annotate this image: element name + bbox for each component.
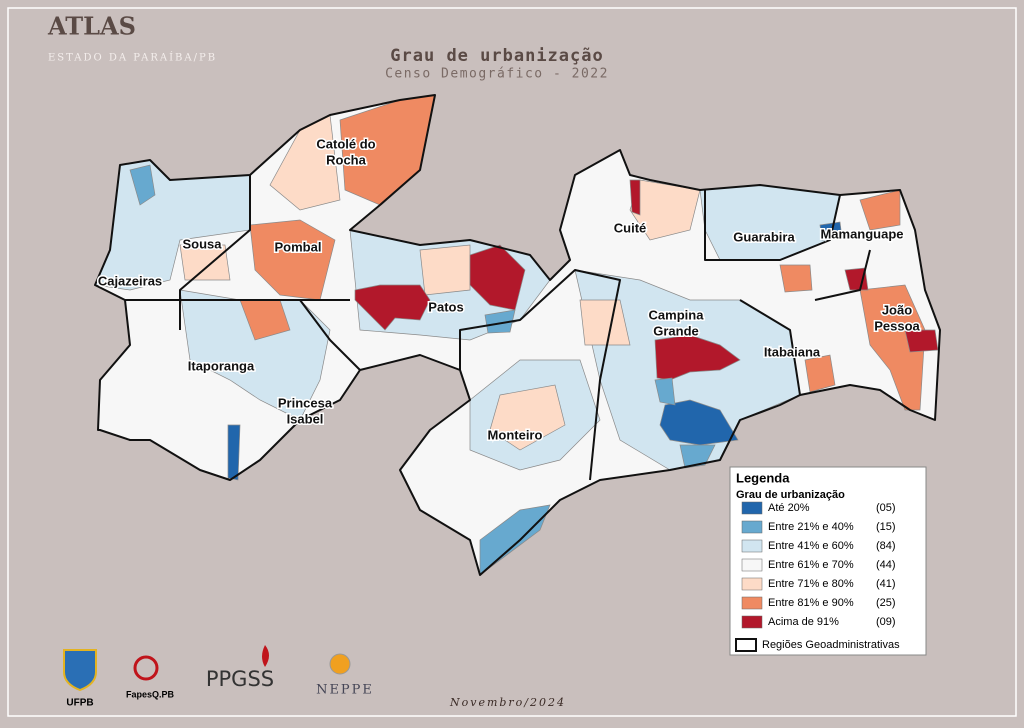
region-label: Itabaiana xyxy=(764,344,821,359)
legend-swatch xyxy=(735,638,757,652)
legend-subtitle: Grau de urbanização xyxy=(736,489,845,501)
neppe-mark xyxy=(329,653,351,675)
logo-text: UFPB xyxy=(66,698,93,709)
legend-count: (25) xyxy=(876,597,896,609)
legend-label: Entre 41% e 60% xyxy=(768,540,854,552)
zone xyxy=(479,504,551,576)
region-label: Pombal xyxy=(275,239,322,254)
footer-date: Novembro/2024 xyxy=(449,696,566,709)
region-label: Campina xyxy=(649,307,705,322)
legend-swatch xyxy=(741,596,763,610)
ufpb-emblem xyxy=(63,649,97,692)
zone xyxy=(629,179,641,216)
region-label: Sousa xyxy=(182,236,222,251)
logo-text: FapesQ.PB xyxy=(126,689,175,699)
zone xyxy=(489,384,566,451)
zone xyxy=(859,189,901,231)
legend-label: Entre 81% e 90% xyxy=(768,597,854,609)
legend-swatch xyxy=(741,520,763,534)
legend-label: Entre 71% e 80% xyxy=(768,578,854,590)
subtitle: Censo Demográfico - 2022 xyxy=(385,67,609,82)
legend-swatch xyxy=(741,539,763,553)
region-label: Mamanguape xyxy=(820,226,903,241)
region-label: Isabel xyxy=(287,411,324,426)
legend-swatch xyxy=(741,615,763,629)
legend-count: (41) xyxy=(876,578,896,590)
ppgss-flame xyxy=(262,645,269,667)
logo-text: NEPPE xyxy=(316,683,374,698)
zone xyxy=(659,399,739,446)
legend-swatch xyxy=(741,501,763,515)
region-boundary xyxy=(814,249,871,301)
region-label: Patos xyxy=(428,299,463,314)
legend-label: Acima de 91% xyxy=(768,616,839,628)
legend-count: (15) xyxy=(876,521,896,533)
state: ESTADO DA PARAÍBA/PB xyxy=(48,52,217,64)
region-boundary xyxy=(704,190,841,261)
zone xyxy=(579,299,631,346)
logo-text: PPGSS xyxy=(206,667,274,691)
legend-title: Legenda xyxy=(736,470,790,485)
zone xyxy=(354,284,431,331)
zone xyxy=(227,424,241,481)
zone xyxy=(779,264,813,293)
title: Grau de urbanização xyxy=(390,46,603,66)
zone xyxy=(179,244,231,281)
region-label: Cuité xyxy=(614,220,647,235)
state-outline xyxy=(94,94,941,576)
region-label: Grande xyxy=(653,323,699,338)
legend-label: Entre 61% e 70% xyxy=(768,559,854,571)
zone xyxy=(129,164,156,206)
region-boundary xyxy=(179,175,251,330)
legend-label: Até 20% xyxy=(768,502,810,514)
legend: Legenda Grau de urbanização Regiões Geoa… xyxy=(729,466,927,656)
region-label: Pessoa xyxy=(874,318,920,333)
region-label: Rocha xyxy=(326,152,367,167)
logos: UFPB FapesQ.PB PPGSS NEPPE xyxy=(63,645,374,709)
legend-label: Regiões Geoadministrativas xyxy=(762,639,900,651)
zone xyxy=(654,377,676,406)
region-label: Guarabira xyxy=(733,229,795,244)
legend-box xyxy=(729,466,927,656)
legend-count: (09) xyxy=(876,616,896,628)
zone xyxy=(419,244,471,296)
fapesq-mark xyxy=(133,655,159,681)
zone xyxy=(654,334,741,381)
region-label: Cajazeiras xyxy=(98,273,162,288)
region-labels: Catolé do Rocha Sousa Pombal Cajazeiras … xyxy=(96,135,922,444)
legend-swatch xyxy=(741,577,763,591)
legend-swatch xyxy=(741,558,763,572)
region-boundary xyxy=(299,299,361,371)
region-label: Princesa xyxy=(278,395,333,410)
brand: ATLAS xyxy=(47,12,136,41)
legend-label: Entre 21% e 40% xyxy=(768,521,854,533)
region-label: Catolé do xyxy=(316,136,375,151)
legend-count: (84) xyxy=(876,540,896,552)
legend-count: (05) xyxy=(876,502,896,514)
state-map xyxy=(94,94,941,576)
zone xyxy=(484,309,516,334)
zone xyxy=(804,354,836,393)
frame xyxy=(7,7,1017,717)
legend-count: (44) xyxy=(876,559,896,571)
region-label: Monteiro xyxy=(488,427,543,442)
region-label: João xyxy=(882,302,912,317)
region-boundary xyxy=(739,299,801,396)
region-label: Itaporanga xyxy=(188,358,255,373)
region-boundary xyxy=(459,269,621,481)
